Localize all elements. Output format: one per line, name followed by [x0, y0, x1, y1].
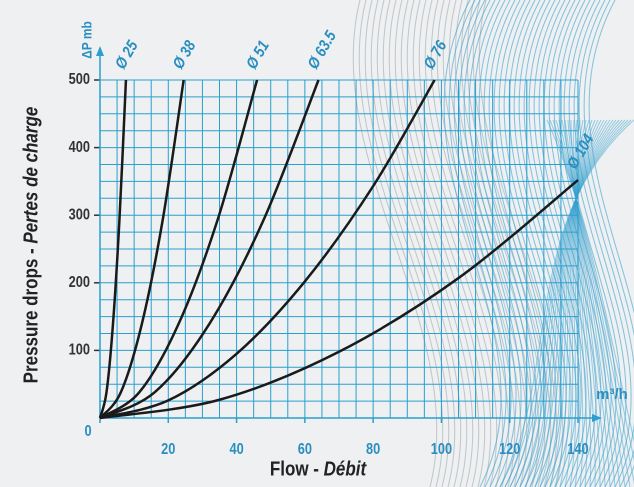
deco-wave — [443, 0, 502, 487]
deco-wave — [559, 119, 599, 487]
deco-wave — [448, 0, 507, 487]
curve-label: Ø 51 — [244, 38, 274, 72]
curve — [99, 79, 259, 420]
deco-wave — [564, 119, 616, 487]
deco-wave — [352, 0, 438, 487]
curve — [99, 79, 436, 420]
y-unit: ΔP mb — [79, 21, 95, 58]
deco-wave — [493, 0, 552, 487]
deco-wave — [488, 0, 547, 487]
deco-wave — [382, 0, 468, 487]
decoration — [352, 0, 634, 487]
deco-wave — [552, 119, 634, 485]
deco-wave — [376, 0, 462, 487]
deco-wave — [583, 0, 634, 487]
deco-wave — [412, 0, 498, 487]
x-axis-label: Flow - Débit — [270, 457, 367, 480]
deco-wave — [573, 119, 601, 487]
deco-wave — [544, 119, 608, 487]
deco-wave — [473, 0, 532, 487]
deco-wave — [518, 0, 577, 487]
y-tick-label: 500 — [69, 71, 90, 89]
deco-wave — [588, 0, 634, 487]
x-tick-label: 100 — [431, 441, 452, 459]
y-label-italic: Pertes de charge — [19, 107, 42, 244]
deco-wave — [558, 119, 626, 487]
y-tick-label: 200 — [69, 274, 90, 292]
x-tick-label: 80 — [366, 441, 380, 459]
y-tick-label: 300 — [69, 206, 90, 224]
deco-wave — [574, 119, 596, 487]
deco-wave — [370, 0, 456, 487]
deco-wave — [561, 119, 621, 487]
x-label-main: Flow - — [270, 457, 324, 480]
y-axis-arrow — [96, 46, 104, 56]
curve-label: Ø 63.5 — [305, 28, 341, 73]
deco-wave — [513, 0, 572, 487]
deco-wave — [554, 119, 602, 487]
deco-wave — [534, 119, 614, 487]
deco-wave — [499, 119, 634, 487]
deco-wave — [563, 0, 622, 487]
curve — [99, 79, 320, 420]
x-axis-arrow — [592, 414, 602, 422]
curve-label: Ø 38 — [170, 38, 200, 73]
deco-wave — [388, 0, 474, 487]
deco-wave — [553, 0, 612, 487]
x-unit: m³/h — [596, 386, 628, 403]
deco-wave — [468, 0, 527, 487]
deco-wave — [394, 0, 480, 487]
deco-wave — [567, 119, 611, 487]
x-tick-label: 60 — [298, 441, 312, 459]
deco-wave — [358, 0, 444, 487]
x-tick-label: 40 — [229, 441, 243, 459]
x-tick-label: 120 — [499, 441, 520, 459]
deco-wave — [555, 119, 631, 487]
curve-label: Ø 25 — [112, 38, 142, 73]
deco-wave — [528, 0, 587, 487]
deco-wave — [546, 119, 634, 443]
x-tick-label: 0 — [84, 423, 91, 441]
deco-wave — [478, 0, 537, 487]
deco-wave — [483, 0, 542, 487]
deco-wave — [523, 0, 582, 487]
deco-wave — [454, 0, 540, 487]
deco-wave — [458, 0, 517, 487]
y-axis-label: Pressure drops - Pertes de charge — [19, 107, 42, 384]
deco-wave — [418, 0, 504, 487]
deco-wave — [519, 119, 623, 487]
deco-wave — [478, 0, 564, 487]
curve — [99, 179, 579, 420]
y-tick-label: 400 — [69, 139, 90, 157]
deco-wave — [406, 0, 492, 487]
deco-wave — [508, 0, 567, 487]
deco-wave — [503, 0, 562, 487]
deco-wave — [436, 0, 522, 487]
deco-wave — [463, 0, 522, 487]
deco-wave — [569, 119, 593, 487]
x-tick-label: 140 — [567, 441, 588, 459]
deco-wave — [570, 119, 606, 487]
deco-wave — [509, 119, 629, 487]
deco-wave — [568, 0, 627, 487]
x-label-italic: Débit — [324, 457, 367, 480]
curve — [99, 79, 185, 419]
deco-wave — [549, 119, 634, 462]
y-label-main: Pressure drops - — [19, 244, 42, 384]
deco-wave — [498, 0, 557, 487]
x-tick-label: 20 — [161, 441, 175, 459]
deco-wave — [424, 0, 510, 487]
deco-wave — [400, 0, 486, 487]
y-tick-label: 100 — [69, 341, 90, 359]
curve — [98, 79, 128, 419]
deco-wave — [543, 0, 602, 487]
deco-wave — [578, 0, 634, 487]
